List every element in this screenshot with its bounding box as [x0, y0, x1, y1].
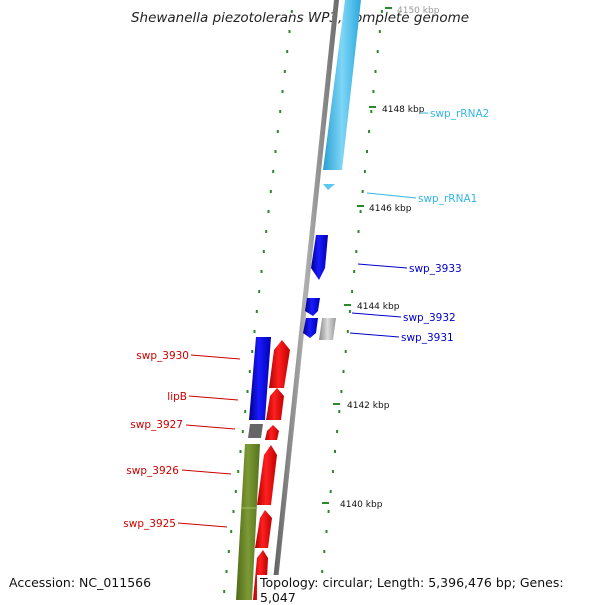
map-title: Shewanella piezotolerans WP3, complete g…: [130, 10, 470, 26]
cds-swp-3932: [305, 298, 320, 316]
tick-dot: [338, 410, 341, 413]
tick-dot: [346, 330, 349, 333]
label-swp-rRNA2[interactable]: swp_rRNA2: [430, 108, 489, 120]
tick-dot: [336, 430, 339, 433]
rrna1-feature: [323, 184, 335, 190]
tick-dot: [260, 270, 263, 273]
tick-dot: [272, 170, 275, 173]
tick-dot: [366, 150, 368, 153]
tick-dot: [244, 410, 247, 413]
label-leaders: [177, 112, 428, 528]
tick-label: 4150 kbp: [397, 6, 440, 16]
tick-dot: [223, 590, 226, 593]
tick-dot: [380, 10, 383, 13]
tick-dot: [227, 550, 230, 553]
tick-dot: [237, 470, 240, 473]
cds-swp-3933: [311, 235, 328, 280]
tick-dot: [290, 10, 293, 13]
tick-dot: [323, 550, 326, 553]
tick-dot: [232, 510, 235, 513]
tick-dot: [348, 310, 351, 313]
tick-dot: [288, 30, 291, 33]
tick-dot: [331, 470, 334, 473]
tick-dot: [225, 570, 228, 573]
tick-dot: [353, 270, 356, 273]
tick-dot: [267, 210, 270, 213]
label-swp-3930[interactable]: swp_3930: [136, 350, 189, 362]
cds-swp-3931-pseudo: [319, 318, 336, 340]
feature-labels: swp_rRNA2 swp_rRNA1 swp_3933 swp_3932 sw…: [123, 108, 489, 530]
tick-dot: [279, 110, 282, 113]
tick-dot: [334, 450, 336, 453]
tick-dot: [340, 390, 343, 393]
tick-dot: [378, 30, 381, 33]
tick-dot: [262, 250, 265, 253]
tick-dot: [246, 390, 249, 393]
other-feature: [236, 444, 260, 600]
tick-dot: [329, 490, 332, 493]
tick-label: 4146 kbp: [369, 204, 412, 214]
accession-text: Accession: NC_011566: [6, 575, 155, 590]
label-lipB[interactable]: lipB: [167, 391, 187, 403]
tick-dot: [344, 350, 347, 353]
tick-dot: [248, 370, 251, 373]
label-swp-3932[interactable]: swp_3932: [403, 312, 456, 324]
genome-backbone: [271, 0, 339, 600]
tick-dot: [363, 170, 366, 173]
cds-red-1: [269, 340, 290, 388]
cds-swp-3927-grey: [248, 424, 263, 438]
tick-dot: [357, 230, 360, 233]
label-swp-3931[interactable]: swp_3931: [401, 332, 454, 344]
tick-dot: [351, 290, 354, 293]
label-swp-rRNA1[interactable]: swp_rRNA1: [418, 193, 477, 205]
label-swp-3926[interactable]: swp_3926: [126, 465, 179, 477]
tick-dot: [283, 70, 286, 73]
topology-text: Topology: circular; Length: 5,396,476 bp…: [257, 575, 600, 605]
tick-dot: [251, 350, 254, 353]
label-swp-3925[interactable]: swp_3925: [123, 518, 176, 530]
tick-dot: [255, 310, 258, 313]
tick-dot: [253, 330, 256, 333]
rrna2-feature: [323, 0, 361, 170]
cds-swp-3926: [257, 445, 277, 505]
tick-dot: [239, 450, 242, 453]
tick-label: 4144 kbp: [357, 302, 400, 312]
tick-dot: [269, 190, 272, 193]
tick-dot: [276, 130, 279, 133]
tick-dot: [368, 130, 371, 133]
tick-dot: [325, 530, 328, 533]
cds-swp-3925: [255, 510, 272, 548]
tick-dot: [374, 70, 377, 73]
tick-label: 4140 kbp: [340, 500, 383, 510]
tick-dot: [359, 210, 362, 213]
tick-dot: [258, 290, 261, 293]
cds-swp-3927: [265, 425, 279, 440]
kbp-ticks: 4150 kbp 4148 kbp 4146 kbp 4144 kbp 4142…: [322, 6, 440, 510]
cds-swp-3931-a: [303, 318, 318, 338]
tick-dot: [286, 50, 289, 53]
tick-dot: [376, 50, 379, 53]
tick-label: 4142 kbp: [347, 401, 390, 411]
tick-dot: [274, 150, 277, 153]
tick-dot: [355, 250, 358, 253]
tick-dot: [230, 530, 233, 533]
label-swp-3933[interactable]: swp_3933: [409, 263, 462, 275]
tick-dot: [241, 430, 244, 433]
label-swp-3927[interactable]: swp_3927: [130, 419, 183, 431]
cds-lipB: [266, 388, 284, 420]
tick-dot: [281, 90, 284, 93]
tick-dot: [361, 190, 364, 193]
tick-dot: [342, 370, 345, 373]
tick-dot: [372, 90, 375, 93]
tick-dot: [327, 510, 330, 513]
inner-tick-ring: [223, 10, 293, 593]
tick-dot: [265, 230, 268, 233]
tick-dot: [321, 570, 324, 573]
tick-dot: [234, 490, 237, 493]
tick-label: 4148 kbp: [382, 105, 425, 115]
cds-swp-3930: [249, 337, 271, 420]
tick-dot: [370, 110, 373, 113]
